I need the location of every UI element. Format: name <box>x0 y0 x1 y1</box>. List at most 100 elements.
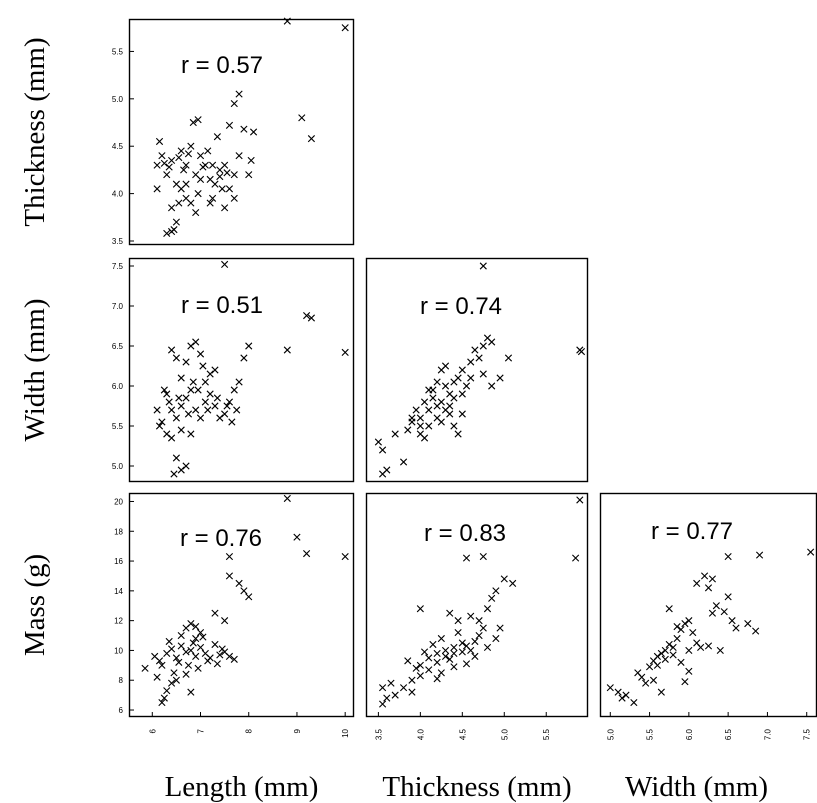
correlation-label: r = 0.57 <box>181 52 263 79</box>
data-point <box>378 470 387 478</box>
data-point <box>479 370 487 378</box>
y-axis-label-mass: Mass (g) <box>19 554 51 656</box>
data-point <box>283 17 291 25</box>
data-point <box>192 338 200 346</box>
data-point <box>230 655 238 663</box>
data-point <box>235 579 243 587</box>
data-point <box>404 426 412 434</box>
x-tick-label: 5.5 <box>646 728 655 740</box>
x-tick-label: 6.0 <box>685 728 694 740</box>
data-point <box>192 634 200 643</box>
data-point <box>630 698 638 707</box>
data-point <box>167 346 176 354</box>
data-point <box>454 430 462 438</box>
data-point <box>211 402 219 410</box>
data-point <box>175 394 183 402</box>
data-point <box>151 652 159 660</box>
y-axis-label-thickness: Thickness (mm) <box>19 37 51 226</box>
data-point <box>240 354 248 362</box>
x-axis-label-width: Width (mm) <box>625 771 768 803</box>
panel-frame-length-width <box>128 257 355 483</box>
data-point <box>614 688 622 696</box>
x-tick-label: 6 <box>148 728 157 733</box>
data-point <box>175 658 183 666</box>
data-point <box>230 171 238 179</box>
x-tick-label: 6.5 <box>724 728 733 740</box>
data-point <box>488 338 496 346</box>
data-point <box>467 646 475 655</box>
data-point <box>708 609 717 617</box>
data-point <box>446 655 454 663</box>
data-point <box>716 646 724 655</box>
data-point <box>450 422 458 430</box>
data-point <box>163 171 171 179</box>
data-point <box>218 185 226 193</box>
data-point <box>475 617 483 625</box>
x-tick-label: 7.0 <box>763 728 772 740</box>
data-point <box>175 199 183 207</box>
data-point <box>187 342 195 350</box>
data-point <box>170 470 178 478</box>
y-tick-label: 20 <box>114 497 123 506</box>
data-point <box>303 312 311 320</box>
x-tick-label: 7.5 <box>803 728 812 740</box>
data-point <box>228 418 236 426</box>
data-point <box>479 262 487 270</box>
data-point <box>245 171 253 179</box>
data-point <box>454 617 462 625</box>
data-point <box>235 378 243 386</box>
data-point <box>180 166 188 174</box>
data-point <box>483 643 492 652</box>
data-point <box>755 551 764 559</box>
data-point <box>475 354 483 362</box>
data-point <box>206 199 214 207</box>
data-point <box>165 398 173 406</box>
data-point <box>425 406 433 414</box>
x-tick-label: 4.0 <box>416 728 425 740</box>
y-tick-label: 6 <box>119 706 124 715</box>
data-point <box>425 386 433 394</box>
data-point <box>184 150 193 158</box>
data-point <box>454 628 462 637</box>
data-point <box>213 660 221 668</box>
panel-frames <box>128 18 817 718</box>
data-point <box>307 135 316 143</box>
data-point <box>412 406 420 414</box>
data-point <box>182 648 190 656</box>
data-point <box>479 342 487 350</box>
data-point <box>153 406 161 414</box>
x-tick-label: 5.0 <box>500 728 509 740</box>
data-point <box>165 637 173 646</box>
data-point <box>187 646 195 655</box>
data-point <box>433 675 441 683</box>
data-point <box>622 691 630 699</box>
y-tick-label: 8 <box>119 676 124 685</box>
data-point <box>378 700 387 708</box>
y-tick-label: 6.5 <box>112 342 124 351</box>
data-point <box>488 382 496 390</box>
data-point <box>177 147 185 155</box>
x-tick-label: 9 <box>293 728 302 733</box>
data-point <box>471 346 479 354</box>
x-tick-label: 4.5 <box>458 728 467 740</box>
data-point <box>189 118 197 127</box>
data-point <box>504 354 513 362</box>
data-point <box>155 422 164 430</box>
data-point <box>446 402 454 410</box>
data-point <box>420 648 429 656</box>
data-point <box>194 664 202 672</box>
data-point <box>437 398 445 406</box>
data-point <box>467 374 475 382</box>
data-point <box>412 664 420 672</box>
y-tick-label: 7.0 <box>112 302 124 311</box>
data-point <box>177 631 185 640</box>
data-point <box>441 646 450 655</box>
data-point <box>206 370 214 378</box>
data-point <box>700 572 709 580</box>
data-point <box>211 609 219 617</box>
data-point <box>673 623 681 631</box>
y-tick-label: 5.0 <box>112 462 124 471</box>
data-point <box>661 655 669 663</box>
data-point <box>458 639 466 647</box>
